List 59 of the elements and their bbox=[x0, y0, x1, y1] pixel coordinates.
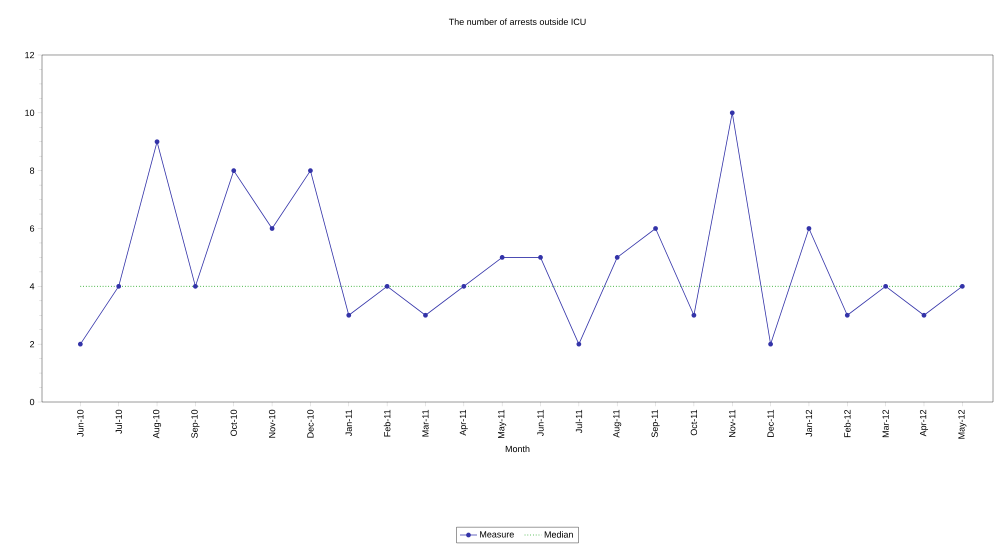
x-tick-label: Jan-11 bbox=[346, 410, 352, 436]
x-tick-label: Nov-11 bbox=[729, 410, 736, 437]
point bbox=[538, 255, 543, 260]
x-tick-label: Apr-12 bbox=[920, 410, 928, 436]
point bbox=[883, 284, 888, 289]
y-tick-label: 4 bbox=[30, 283, 34, 290]
y-tick-label: 10 bbox=[25, 110, 34, 116]
point bbox=[500, 255, 505, 260]
y-tick-label: 8 bbox=[30, 167, 34, 174]
x-axis-title: Month bbox=[506, 446, 530, 452]
x-tick-label: Aug-10 bbox=[152, 410, 162, 438]
x-tick-label: Jun-10 bbox=[77, 410, 84, 437]
x-tick-label: Sep-11 bbox=[651, 410, 660, 438]
x-tick-label: Jul-11 bbox=[576, 410, 582, 434]
point bbox=[154, 139, 160, 144]
x-tick-label: Feb-12 bbox=[844, 410, 851, 438]
point bbox=[614, 255, 620, 260]
point bbox=[193, 284, 198, 289]
point bbox=[806, 226, 812, 231]
point bbox=[730, 110, 735, 116]
point bbox=[844, 312, 850, 318]
legend-label: Measure bbox=[480, 531, 514, 538]
y-tick-label: 6 bbox=[30, 225, 34, 232]
point bbox=[308, 168, 313, 174]
x-tick-label: Jun-11 bbox=[537, 410, 544, 436]
point bbox=[384, 284, 390, 289]
chart-title: The number of arrests outside ICU bbox=[448, 18, 586, 26]
x-tick-label: Nov-10 bbox=[268, 410, 276, 438]
x-tick-label: Mar-11 bbox=[422, 410, 429, 436]
x-tick-label: Aug-11 bbox=[613, 410, 622, 438]
point bbox=[653, 226, 658, 231]
legend-label: Median bbox=[544, 531, 573, 538]
x-tick-label: Mar-12 bbox=[882, 410, 889, 438]
x-tick-label: Dec-11 bbox=[767, 410, 774, 437]
x-tick-label: May-12 bbox=[958, 410, 966, 439]
x-tick-label: Apr-11 bbox=[460, 410, 468, 436]
point bbox=[78, 342, 83, 347]
y-tick-label: 12 bbox=[25, 52, 34, 58]
point bbox=[231, 168, 236, 174]
x-tick-label: Jan-12 bbox=[806, 410, 812, 437]
point bbox=[423, 312, 428, 318]
x-tick-label: Feb-11 bbox=[384, 410, 390, 436]
x-tick-label: Oct-10 bbox=[230, 410, 237, 436]
x-tick-label: Oct-11 bbox=[690, 410, 698, 436]
point bbox=[116, 284, 122, 289]
point bbox=[270, 226, 274, 231]
point bbox=[922, 312, 926, 318]
x-tick-label: Jul-10 bbox=[115, 410, 122, 434]
point bbox=[692, 312, 696, 318]
x-tick-label: May-11 bbox=[498, 410, 506, 438]
x-tick-label: Dec-10 bbox=[307, 410, 314, 438]
point bbox=[461, 284, 466, 289]
point bbox=[346, 312, 352, 318]
point bbox=[960, 284, 965, 289]
point bbox=[768, 342, 773, 347]
y-tick-label: 0 bbox=[30, 398, 34, 406]
point bbox=[576, 342, 582, 347]
y-tick-label: 2 bbox=[30, 341, 34, 348]
x-tick-label: Sep-10 bbox=[191, 410, 200, 438]
